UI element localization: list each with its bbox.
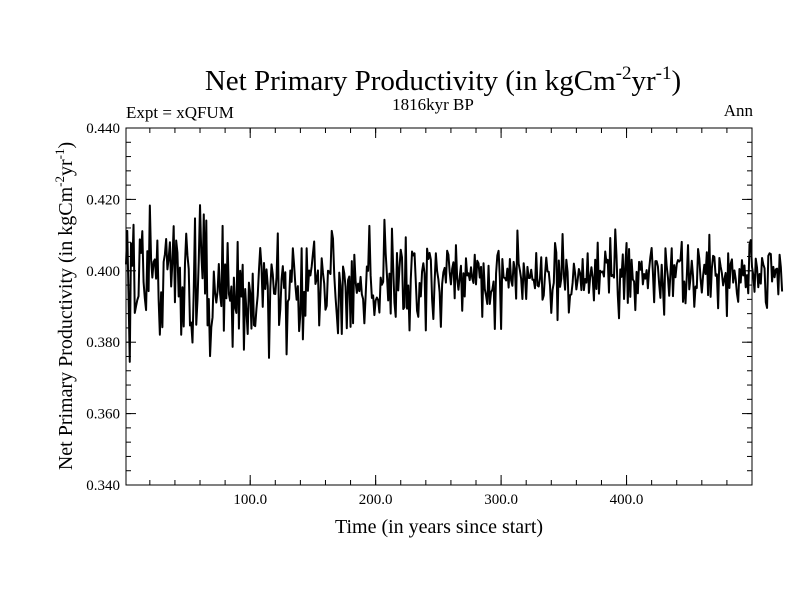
y-axis-label-sup1: -2 (52, 176, 67, 187)
chart-title-end: ) (671, 65, 681, 97)
x-tick-label: 300.0 (484, 492, 518, 508)
y-axis-label: Net Primary Productivity (in kgCm-2yr-1) (52, 142, 77, 470)
chart-title-sup2: -1 (656, 63, 672, 84)
axis-ticks (126, 127, 752, 486)
chart-title-main: Net Primary Productivity (in kgCm (205, 65, 616, 97)
plot-frame (125, 127, 753, 486)
y-tick-label: 0.440 (86, 121, 120, 137)
y-tick-label: 0.400 (86, 264, 120, 280)
season-label: Ann (724, 101, 754, 120)
x-axis-label: Time (in years since start) (335, 516, 543, 538)
y-axis-label-sup2: -1 (52, 149, 67, 160)
y-axis-label-end: ) (55, 142, 77, 149)
chart-title-sup1: -2 (616, 63, 632, 84)
y-tick-label: 0.380 (86, 335, 120, 351)
x-tick-label: 400.0 (610, 492, 644, 508)
chart-title-mid: yr (631, 65, 656, 97)
y-axis-label-main: Net Primary Productivity (in kgCm (55, 186, 77, 470)
y-tick-label: 0.340 (86, 478, 120, 494)
y-tick-label: 0.360 (86, 407, 120, 423)
y-tick-label: 0.420 (86, 192, 120, 208)
chart-title: Net Primary Productivity (in kgCm-2yr-1) (205, 63, 681, 97)
data-series-line (125, 204, 784, 363)
x-tick-label: 100.0 (233, 492, 267, 508)
x-tick-label: 200.0 (359, 492, 393, 508)
chart-subtitle: 1816kyr BP (392, 95, 474, 114)
experiment-label: Expt = xQFUM (126, 103, 234, 122)
y-tick-labels: 0.340 0.360 0.380 0.400 0.420 0.440 (86, 121, 120, 494)
x-tick-labels: 100.0 200.0 300.0 400.0 (233, 492, 643, 508)
y-axis-label-mid: yr (55, 159, 77, 176)
